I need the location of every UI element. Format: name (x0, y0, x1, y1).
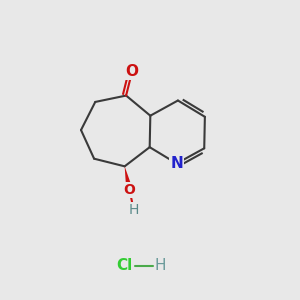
Polygon shape (125, 166, 133, 190)
Text: Cl: Cl (116, 258, 133, 273)
Text: N: N (170, 156, 183, 171)
Text: H: H (128, 203, 139, 217)
Text: O: O (124, 183, 136, 197)
Text: O: O (126, 64, 139, 79)
Text: H: H (155, 258, 166, 273)
